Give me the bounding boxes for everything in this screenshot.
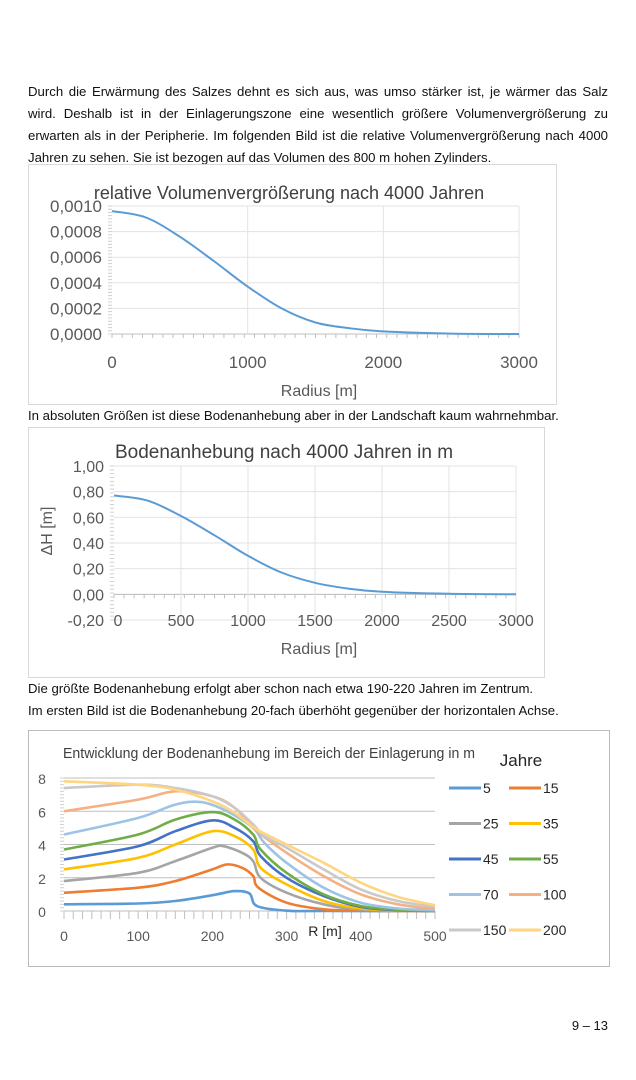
y-tick-label: 6 [38, 804, 46, 820]
x-tick-label: 500 [168, 613, 195, 630]
series-line-5 [63, 889, 436, 913]
y-tick-label: 0,0000 [50, 325, 102, 344]
chart-uplift-4000: Bodenanhebung nach 4000 Jahren in m -0,20… [28, 427, 545, 678]
x-tick-label: 3000 [500, 353, 538, 372]
y-tick-label: 0,0008 [50, 223, 102, 242]
y-tick-label: 0,20 [73, 562, 104, 579]
y-tick-label: 0,60 [73, 510, 104, 527]
y-tick-label: 1,00 [73, 459, 104, 476]
paragraph-max-uplift: Die größte Bodenanhebung erfolgt aber sc… [28, 681, 534, 696]
series-line-55 [63, 810, 436, 913]
chart-title: Bodenanhebung nach 4000 Jahren in m [115, 442, 453, 463]
y-tick-label: 4 [38, 838, 46, 854]
legend-label-70: 70 [483, 887, 499, 903]
y-tick-label: -0,20 [68, 613, 105, 630]
page-number: 9 – 13 [571, 1018, 608, 1033]
y-tick-label: 0,00 [73, 587, 104, 604]
x-tick-label: 400 [349, 928, 373, 944]
chart-volume-svg: relative Volumenvergrößerung nach 4000 J… [50, 183, 538, 400]
paragraph-absolute: In absoluten Größen ist diese Bodenanheb… [28, 408, 559, 423]
series-line-25 [63, 844, 436, 913]
series-line [113, 494, 517, 596]
x-tick-label: 1000 [229, 353, 267, 372]
series-line-35 [63, 829, 436, 913]
chart-volume: relative Volumenvergrößerung nach 4000 J… [28, 164, 557, 405]
legend-label-5: 5 [483, 780, 491, 796]
legend-label-25: 25 [483, 816, 499, 832]
series-line-70 [63, 800, 436, 912]
x-axis-label: Radius [m] [281, 383, 357, 400]
x-tick-label: 3000 [498, 613, 534, 630]
x-tick-label: 500 [423, 928, 447, 944]
paragraph-intro: Durch die Erwärmung des Salzes dehnt es … [28, 84, 608, 165]
x-tick-label: 0 [60, 928, 68, 944]
y-tick-label: 0,80 [73, 485, 104, 502]
x-tick-label: 2000 [364, 613, 400, 630]
chart-title: Entwicklung der Bodenanhebung im Bereich… [63, 745, 475, 762]
x-tick-label: 2500 [431, 613, 467, 630]
x-tick-label: 300 [275, 928, 299, 944]
y-tick-label: 0,0006 [50, 248, 102, 267]
legend-label-200: 200 [543, 922, 567, 938]
y-tick-label: 0 [38, 904, 46, 920]
chart-uplift-4000-svg: Bodenanhebung nach 4000 Jahren in m -0,20… [39, 442, 534, 658]
y-tick-label: 2 [38, 871, 46, 887]
y-tick-label: 0,0004 [50, 274, 102, 293]
legend-title: Jahre [500, 751, 543, 770]
y-axis-label: ΔH [m] [39, 507, 56, 556]
x-axis-label: R [m] [308, 923, 341, 939]
legend-label-100: 100 [543, 887, 567, 903]
y-tick-label: 8 [38, 771, 46, 787]
chart-title: relative Volumenvergrößerung nach 4000 J… [94, 183, 484, 203]
legend-label-150: 150 [483, 922, 507, 938]
series-line-100 [63, 789, 436, 911]
legend-label-45: 45 [483, 851, 499, 867]
chart-uplift-development: Entwicklung der Bodenanhebung im Bereich… [28, 730, 610, 967]
y-tick-label: 0,0002 [50, 299, 102, 318]
y-tick-label: 0,40 [73, 536, 104, 553]
series-line-200 [63, 780, 436, 907]
x-tick-label: 1500 [297, 613, 333, 630]
legend-label-35: 35 [543, 816, 559, 832]
x-tick-label: 200 [201, 928, 225, 944]
legend-label-15: 15 [543, 780, 559, 796]
series-line [111, 210, 520, 335]
paragraph-exaggeration: Im ersten Bild ist die Bodenanhebung 20-… [28, 703, 559, 718]
chart-uplift-development-svg: Entwicklung der Bodenanhebung im Bereich… [38, 745, 567, 944]
x-tick-label: 2000 [364, 353, 402, 372]
y-tick-label: 0,0010 [50, 197, 102, 216]
x-tick-label: 1000 [230, 613, 266, 630]
x-tick-label: 0 [107, 353, 116, 372]
x-axis-label: Radius [m] [281, 641, 357, 658]
legend-label-55: 55 [543, 851, 559, 867]
series-line-15 [63, 863, 436, 913]
x-tick-label: 0 [114, 613, 123, 630]
x-tick-label: 100 [127, 928, 151, 944]
